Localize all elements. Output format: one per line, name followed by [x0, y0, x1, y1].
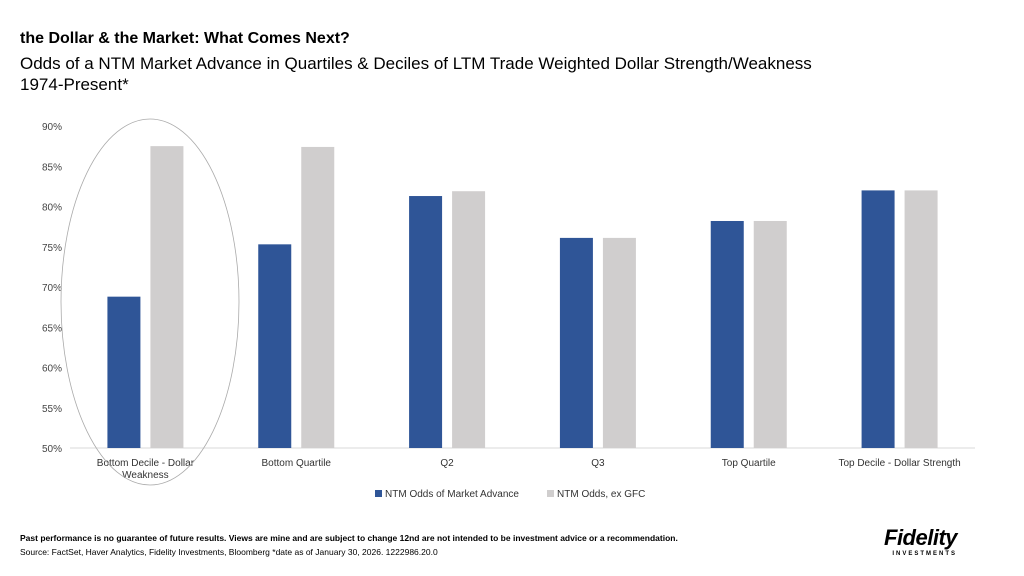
y-tick-label: 75% — [42, 243, 62, 254]
legend-swatch — [547, 490, 554, 497]
y-tick-label: 65% — [42, 323, 62, 334]
x-tick-label: Q2 — [440, 458, 454, 469]
y-tick-label: 90% — [42, 122, 62, 133]
bar-ntm-odds — [258, 244, 292, 448]
bar-ntm-odds — [559, 237, 593, 448]
subtitle-line2: 1974-Present* — [20, 75, 129, 94]
chart-title: the Dollar & the Market: What Comes Next… — [20, 30, 350, 47]
x-tick-label: Bottom Quartile — [262, 458, 332, 469]
y-tick-label: 60% — [42, 364, 62, 375]
logo-subtext: INVESTMENTS — [892, 551, 958, 557]
bar-ex-gfc — [904, 190, 938, 448]
y-tick-label: 80% — [42, 203, 62, 214]
y-tick-label: 50% — [42, 444, 62, 455]
logo-text: Fidelity — [884, 525, 958, 550]
source-note: Source: FactSet, Haver Analytics, Fideli… — [20, 547, 438, 557]
y-tick-label: 55% — [42, 404, 62, 415]
bar-ex-gfc — [753, 220, 787, 448]
bar-ntm-odds — [710, 220, 744, 448]
bar-ex-gfc — [602, 237, 636, 448]
subtitle-line1: Odds of a NTM Market Advance in Quartile… — [20, 54, 812, 73]
fidelity-logo: Fidelity INVESTMENTS — [884, 525, 958, 558]
legend-label: NTM Odds of Market Advance — [385, 489, 519, 500]
x-tick-label: Weakness — [122, 470, 169, 481]
legend-label: NTM Odds, ex GFC — [557, 489, 645, 500]
x-tick-label: Top Decile - Dollar Strength — [838, 458, 960, 469]
bar-ex-gfc — [452, 191, 486, 448]
y-tick-label: 85% — [42, 162, 62, 173]
bar-ntm-odds — [409, 196, 443, 448]
x-tick-label: Q3 — [591, 458, 605, 469]
bar-ntm-odds — [861, 190, 895, 448]
disclaimer: Past performance is no guarantee of futu… — [20, 533, 678, 543]
chart-subtitle: Odds of a NTM Market Advance in Quartile… — [20, 53, 812, 95]
bar-ex-gfc — [301, 146, 335, 448]
x-tick-label: Top Quartile — [722, 458, 776, 469]
legend-swatch — [375, 490, 382, 497]
bar-ex-gfc — [150, 146, 184, 448]
highlight-ellipse — [60, 118, 240, 486]
y-tick-label: 70% — [42, 283, 62, 294]
bar-ntm-odds — [107, 296, 141, 448]
x-tick-label: Bottom Decile - Dollar — [97, 458, 195, 469]
